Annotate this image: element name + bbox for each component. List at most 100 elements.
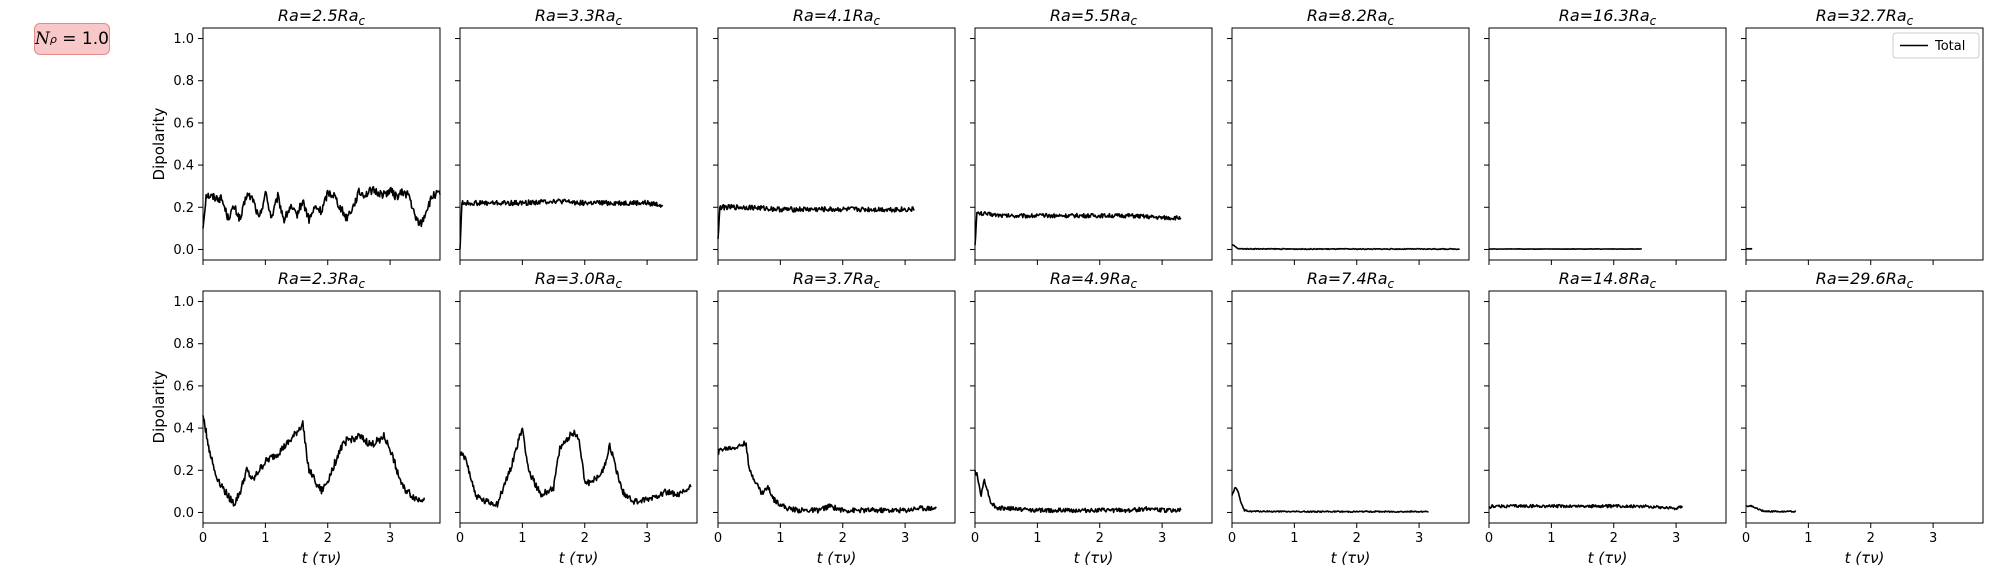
panel-title: Ra=5.5Rac: [1050, 6, 1138, 28]
y-tick-label: 0.4: [173, 422, 194, 437]
axes-frame: [459, 27, 698, 261]
x-tick-label: 1: [518, 531, 526, 546]
panel-title: Ra=3.7Rac: [793, 269, 881, 291]
panel-title: Ra=2.5Rac: [278, 6, 366, 28]
axes-frame: [1231, 27, 1470, 261]
legend-label: Total: [1934, 39, 1965, 54]
series-line-total: [717, 440, 937, 514]
panel-title: Ra=32.7Rac: [1816, 6, 1914, 28]
y-tick-label: 1.0: [173, 32, 194, 47]
y-tick-label: 0.8: [173, 337, 194, 352]
series-line-total: [459, 427, 692, 508]
panel-top-1: Ra=2.5Rac 0.0 0.2 0.4 0.6 0.8 1.0 Dipolarity: [150, 6, 441, 265]
series-line-total: [974, 470, 1182, 514]
axes-frame: [717, 27, 956, 261]
x-tick-label: 2: [1353, 531, 1361, 546]
y-tick-label: 0.6: [173, 379, 194, 394]
x-tick-label: 2: [1867, 531, 1875, 546]
series-line-total: [1488, 503, 1684, 511]
y-tick-label: 0.6: [173, 116, 194, 131]
y-tick-label: 0.0: [173, 506, 194, 521]
x-tick-label: 1: [1804, 531, 1812, 546]
x-tick-label: 2: [839, 531, 847, 546]
axes-frame: [974, 290, 1213, 524]
y-tick-label: 0.4: [173, 159, 194, 174]
series-line-total: [202, 415, 426, 507]
x-axis-label: t (τν): [302, 549, 342, 567]
panel-bottom-4: Ra=4.9Rac 0 1 2 3 t (τν): [970, 269, 1213, 567]
x-axis-label: t (τν): [1588, 549, 1628, 567]
panel-title: Ra=14.8Rac: [1559, 269, 1657, 291]
x-axis-label: t (τν): [1074, 549, 1114, 567]
legend: Total: [1892, 32, 1980, 59]
x-tick-label: 0: [1742, 531, 1750, 546]
x-tick-label: 1: [1033, 531, 1041, 546]
panel-bottom-5: Ra=7.4Rac 0 1 2 3 t (τν): [1227, 269, 1470, 567]
axes-frame: [974, 27, 1213, 261]
series-line-total: [1231, 486, 1429, 513]
series-line-total: [1745, 504, 1797, 513]
y-axis-label: Dipolarity: [150, 370, 168, 443]
panel-bottom-6: Ra=14.8Rac 0 1 2 3 t (τν): [1484, 269, 1727, 567]
x-axis-label: t (τν): [559, 549, 599, 567]
x-tick-label: 3: [1672, 531, 1680, 546]
series-line-total: [459, 198, 664, 250]
x-tick-label: 2: [324, 531, 332, 546]
y-tick-label: 0.2: [173, 201, 194, 216]
axes-frame: [459, 290, 698, 524]
x-tick-label: 1: [776, 531, 784, 546]
series-line-total: [1231, 244, 1460, 251]
panel-top-2: Ra=3.3Rac: [455, 6, 698, 265]
panel-top-7: Ra=32.7Rac Total: [1741, 6, 1984, 265]
legend-box: [1892, 32, 1980, 59]
x-tick-label: 2: [1610, 531, 1618, 546]
y-axis-label: Dipolarity: [150, 107, 168, 180]
y-tick-label: 1.0: [173, 295, 194, 310]
panel-top-4: Ra=5.5Rac: [970, 6, 1213, 265]
panel-title: Ra=3.0Rac: [535, 269, 623, 291]
panel-bottom-2: Ra=3.0Rac 0 1 2 3 t (τν): [455, 269, 698, 567]
axes-frame: [717, 290, 956, 524]
panel-title: Ra=8.2Rac: [1307, 6, 1395, 28]
x-tick-label: 2: [581, 531, 589, 546]
panel-title: Ra=2.3Rac: [278, 269, 366, 291]
axes-frame: [202, 290, 441, 524]
axes-frame: [1231, 290, 1470, 524]
panel-bottom-7: Ra=29.6Rac 0 1 2 3 t (τν): [1741, 269, 1984, 567]
x-tick-label: 3: [386, 531, 394, 546]
x-tick-label: 3: [901, 531, 909, 546]
x-tick-label: 0: [199, 531, 207, 546]
panel-top-3: Ra=4.1Rac: [713, 6, 956, 265]
x-tick-label: 0: [456, 531, 464, 546]
x-tick-label: 0: [1485, 531, 1493, 546]
series-line-total: [202, 186, 441, 229]
panel-title: Ra=3.3Rac: [535, 6, 623, 28]
y-tick-label: 0.2: [173, 464, 194, 479]
panel-bottom-3: Ra=3.7Rac 0 1 2 3 t (τν): [713, 269, 956, 567]
x-tick-label: 3: [1158, 531, 1166, 546]
np-value: = 1.0: [62, 29, 109, 49]
x-tick-label: 0: [714, 531, 722, 546]
series-line-total: [974, 211, 1182, 246]
np-symbol: N: [35, 29, 50, 49]
x-tick-label: 3: [643, 531, 651, 546]
panel-title: Ra=4.9Rac: [1050, 269, 1138, 291]
panel-top-6: Ra=16.3Rac: [1484, 6, 1727, 265]
panel-top-5: Ra=8.2Rac: [1227, 6, 1470, 265]
panel-title: Ra=29.6Rac: [1816, 269, 1914, 291]
panel-title: Ra=7.4Rac: [1307, 269, 1395, 291]
axes-frame: [1488, 27, 1727, 261]
axes-frame: [202, 27, 441, 261]
y-tick-label: 0.0: [173, 243, 194, 258]
x-tick-label: 0: [1228, 531, 1236, 546]
x-tick-label: 2: [1096, 531, 1104, 546]
axes-frame: [1488, 290, 1727, 524]
series-line-total: [717, 203, 915, 239]
panel-bottom-1: Ra=2.3Rac 0.0 0.2 0.4 0.6 0.8 1.0 0 1 2 3 Dipolarit…: [150, 269, 441, 567]
x-tick-label: 0: [971, 531, 979, 546]
x-axis-label: t (τν): [1845, 549, 1885, 567]
axes-frame: [1745, 27, 1984, 261]
y-tick-label: 0.8: [173, 74, 194, 89]
